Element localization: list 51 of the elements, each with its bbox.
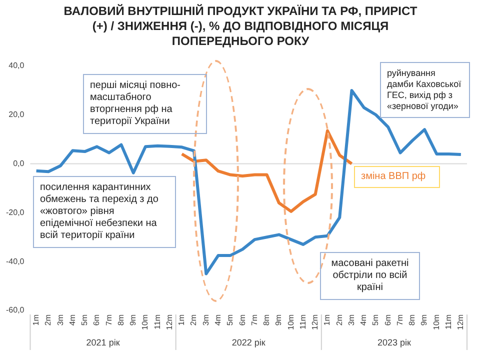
text: 2023 рік xyxy=(377,337,411,348)
x-tick-label: 9m xyxy=(420,314,429,326)
x-tick-label: 5m xyxy=(226,314,235,326)
x-tick-label: 8m xyxy=(262,314,272,326)
x-tick-label: 1m xyxy=(322,314,332,326)
x-tick-label: 6m xyxy=(238,314,247,326)
x-tick-label: 1m xyxy=(32,314,41,326)
x-tick-label: 8m xyxy=(408,314,417,326)
x-tick-label: 2m xyxy=(334,314,344,326)
text: 2022 рік xyxy=(232,337,266,348)
x-tick-label: 3m xyxy=(201,314,210,326)
series-label: зміна ВВП рф xyxy=(354,166,440,188)
x-tick-label: 5m xyxy=(371,314,380,326)
x-tick-label: 7m xyxy=(104,314,114,326)
x-tick-label: 4m xyxy=(213,314,222,326)
x-tick-label: 5m xyxy=(80,314,90,326)
annotation: перші місяці повно-масштабного вторгнення рф на території України xyxy=(83,74,207,134)
annotation: масовані ракетні обстріли по всій країні xyxy=(320,252,420,300)
x-tick-label: 12m xyxy=(456,314,466,330)
x-tick-label: 10m xyxy=(432,314,441,330)
x-tick-label: 12m xyxy=(164,314,174,330)
x-tick-label: 7m xyxy=(250,314,259,326)
x-tick-label: 4m xyxy=(68,314,77,326)
x-tick-label: 11m xyxy=(444,314,454,330)
x-tick-label: 11m xyxy=(152,314,162,330)
x-tick-label: 6m xyxy=(92,314,102,326)
y-tick-label: -20,0 xyxy=(6,208,25,217)
x-tick-label: 3m xyxy=(346,314,356,326)
y-tick-label: -40,0 xyxy=(6,256,25,266)
chart-title: ВАЛОВИЙ ВНУТРІШНІЙ ПРОДУКТ УКРАЇНИ ТА РФ, ПРИРІСТ (+) / ЗНИЖЕННЯ (-), % ДО ВІДПОВІДНОГО МІСЯЦЯ ПОПЕРЕДНЬОГО РОКУ xyxy=(62,4,418,49)
x-tick-label: 4m xyxy=(359,314,368,326)
annotation: посилення карантинних обмежень та перехід з до «жовтого» рівня епідемічної небезпеки на всій території країни xyxy=(33,176,176,248)
annotation: руйнування дамби Каховської ГЕС, вихід рф з «зернової угоди» xyxy=(380,62,470,118)
x-tick-label: 3m xyxy=(56,314,65,326)
x-tick-label: 10m xyxy=(286,314,296,330)
x-tick-label: 10m xyxy=(140,314,150,330)
x-tick-label: 2m xyxy=(189,314,198,326)
x-tick-label: 12m xyxy=(310,314,320,330)
x-tick-label: 9m xyxy=(274,314,284,326)
y-tick-label: 20,0 xyxy=(8,110,25,120)
x-tick-label: 6m xyxy=(383,314,392,326)
x-tick-label: 8m xyxy=(116,314,126,326)
x-tick-label: 9m xyxy=(128,314,138,326)
x-tick-label: 7m xyxy=(395,314,404,326)
y-tick-label: 40,0 xyxy=(8,61,25,70)
x-tick-label: 2m xyxy=(44,314,53,326)
y-tick-label: -60,0 xyxy=(6,306,25,315)
x-tick-label: 11m xyxy=(298,314,308,330)
y-tick-label: 0,0 xyxy=(13,158,25,168)
x-tick-label: 1m xyxy=(177,314,186,326)
text: 2021 рік xyxy=(86,337,120,348)
